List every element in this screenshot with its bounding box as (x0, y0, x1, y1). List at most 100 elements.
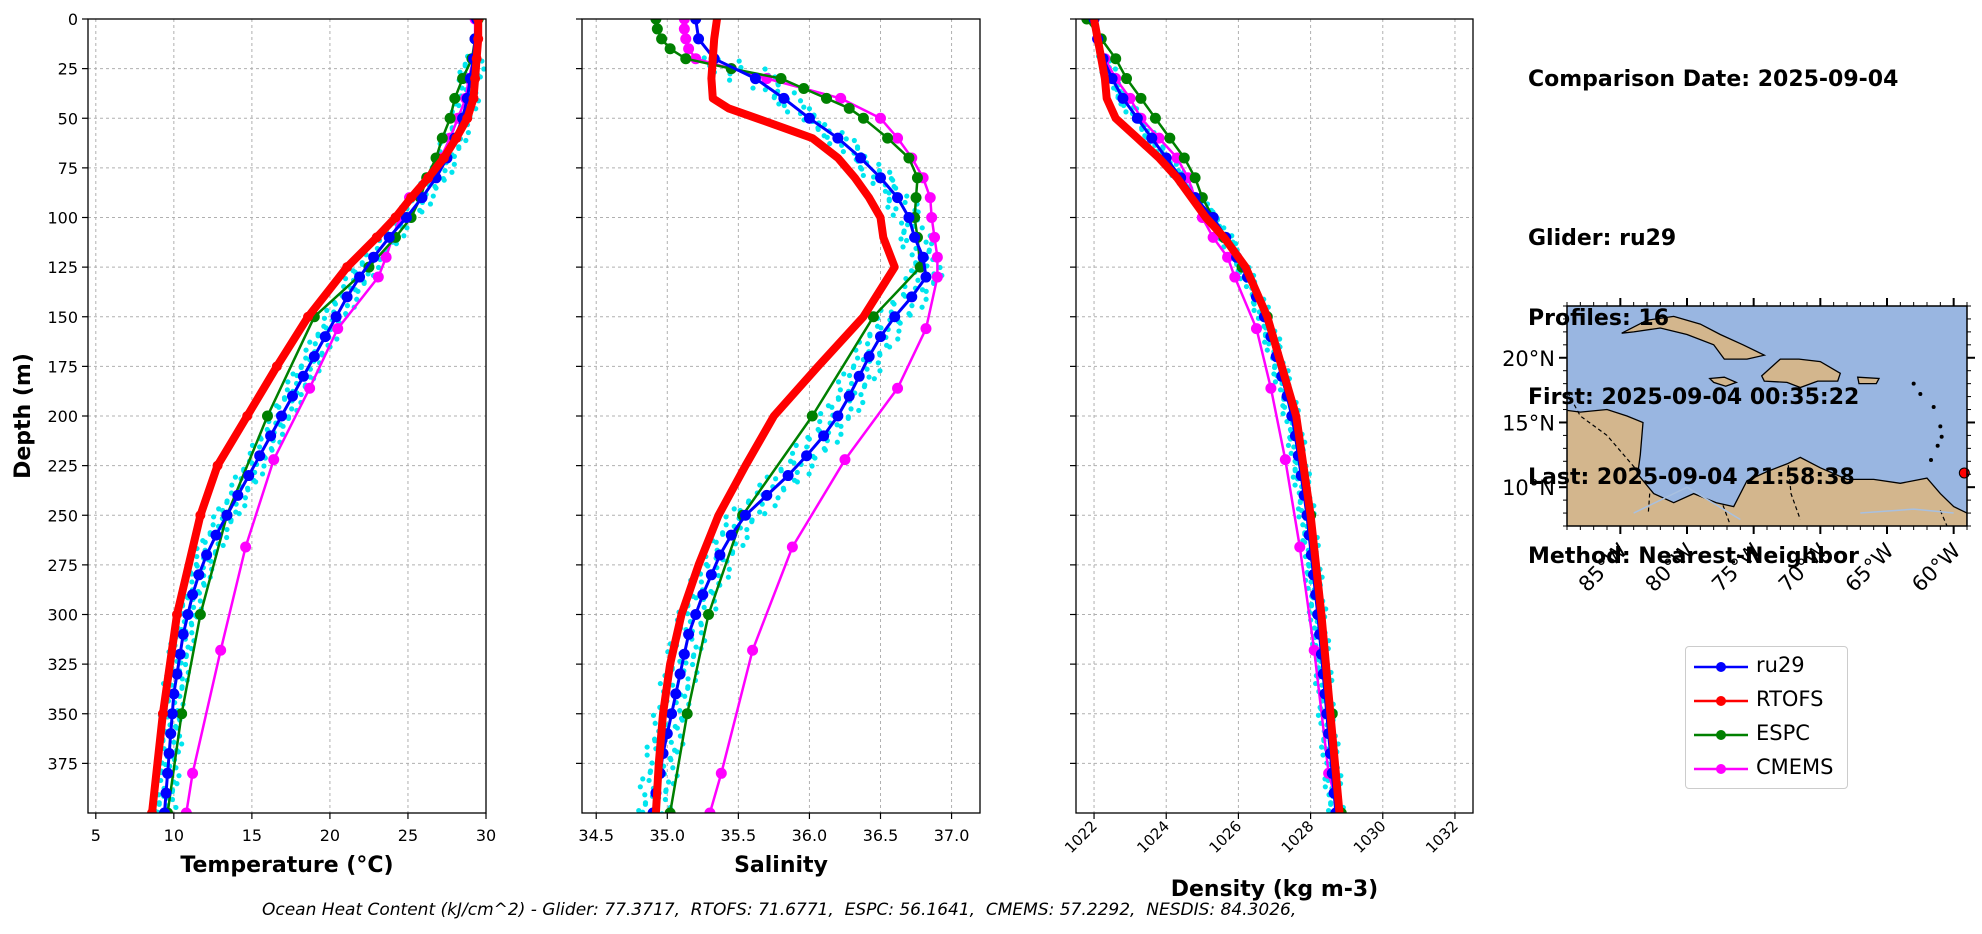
series-point-ru29 (400, 212, 412, 223)
series-point-rtofs (462, 113, 473, 124)
series-point-cmems (683, 43, 695, 55)
y-tick-label: 125 (47, 258, 78, 277)
glider-profile-point (1284, 418, 1290, 425)
glider-profile-point (698, 622, 704, 628)
series-point-ru29 (171, 668, 183, 680)
series-point-ru29 (690, 19, 702, 25)
series-point-ru29 (832, 410, 844, 422)
glider-profile-point (871, 376, 877, 382)
glider-profile-point (269, 447, 275, 453)
panel-2: 34.5 35.0 35.5 36.0 36.5 37.0 Salinity (576, 18, 981, 878)
glider-profile-point (890, 177, 896, 183)
glider-profile-point (236, 511, 242, 517)
glider-profile-point (202, 539, 208, 545)
series-point-espc (1121, 73, 1133, 85)
series-point-rtofs (271, 361, 282, 372)
series-point-cmems (875, 112, 886, 124)
series-point-cmems (1222, 251, 1234, 263)
glider-profile-point (915, 277, 921, 283)
glider-profile-point (156, 801, 162, 807)
glider-profile-point (886, 198, 892, 204)
glider-profile-point (642, 792, 648, 798)
y-tick-label: 0 (68, 10, 78, 29)
glider-profile-point (845, 415, 851, 421)
glider-profile-point (854, 355, 861, 361)
series-point-espc (1178, 152, 1190, 164)
series-point-cmems (372, 271, 384, 283)
series-point-ru29 (341, 291, 353, 303)
series-point-espc (910, 192, 922, 204)
series-point-ru29 (875, 172, 886, 184)
series-point-cmems (786, 541, 798, 553)
x-tick-label: 5 (91, 826, 101, 845)
series-point-ru29 (162, 767, 174, 779)
glider-profile-point (427, 201, 434, 207)
glider-profile-point (649, 760, 655, 766)
glider-profile-point (1292, 468, 1298, 474)
glider-profile-point (1290, 474, 1296, 480)
map-island (1935, 443, 1940, 448)
series-line-rtofs (1090, 19, 1344, 813)
glider-profile-point (923, 296, 929, 302)
series-point-espc (820, 92, 832, 104)
series-point-ru29 (1131, 112, 1143, 124)
glider-profile-point (276, 404, 282, 410)
map-lon-label: 60°W (1907, 538, 1965, 596)
legend-item-espc: ESPC (1686, 717, 1846, 751)
glider-profile-point (757, 482, 763, 488)
series-point-espc (1164, 132, 1176, 144)
glider-profile-point (841, 371, 847, 377)
series-point-cmems (1279, 454, 1291, 466)
glider-profile-point (909, 303, 915, 309)
glider-profile-point (332, 301, 339, 307)
x-tick-label: 25 (398, 826, 418, 845)
glider-profile-point (208, 558, 214, 564)
glider-profile-point (720, 531, 726, 537)
glider-profile-point (189, 579, 195, 585)
glider-profile-point (1292, 482, 1298, 488)
glider-profile-point (674, 749, 680, 755)
y-tick-label: 100 (47, 209, 78, 228)
x-tick-label: 35.0 (649, 826, 685, 845)
series-point-espc (1149, 112, 1161, 124)
glider-profile-point (781, 102, 787, 109)
x-axis-label: Temperature (°C) (180, 853, 393, 878)
glider-profile-point (1281, 404, 1288, 410)
map-island (1929, 458, 1933, 462)
glider-profile-point (772, 503, 778, 509)
series-point-ru29 (254, 450, 266, 462)
glider-profile-point (791, 90, 797, 96)
y-tick-label: 175 (47, 357, 78, 376)
series-point-cmems (835, 92, 847, 104)
series-point-ru29 (832, 132, 844, 144)
series-point-rtofs (371, 232, 382, 243)
series-point-rtofs (195, 510, 206, 521)
glider-profile-point (875, 360, 881, 366)
glider-profile-point (285, 379, 291, 385)
series-point-cmems (680, 33, 692, 45)
series-point-ru29 (368, 251, 380, 263)
glider-profile-point (723, 522, 729, 528)
glider-profile-point (375, 264, 382, 271)
glider-profile-point (640, 776, 646, 782)
glider-profile-point (713, 539, 719, 545)
map-border-ca (1567, 389, 1641, 475)
series-point-espc (651, 23, 663, 35)
series-point-ru29 (749, 73, 761, 85)
glider-profile-point (289, 406, 295, 412)
series-point-cmems (747, 644, 759, 656)
series-point-espc (903, 152, 915, 164)
glider-profile-point (1262, 339, 1268, 345)
series-point-cmems (920, 323, 932, 335)
series-point-ru29 (666, 708, 678, 720)
series-point-ru29 (330, 311, 342, 323)
panel-3: 1022 1024 1026 1028 1030 1032 Density (kg m-3) (1061, 18, 1474, 902)
glider-profile-point (344, 303, 351, 309)
glider-profile-point (179, 685, 185, 691)
glider-profile-point (646, 777, 652, 784)
glider-profile-point (757, 509, 763, 515)
glider-profile-point (896, 328, 902, 334)
glider-profile-point (682, 693, 688, 699)
glider-profile-point (307, 339, 313, 345)
legend-item-ru29: ru29 (1686, 649, 1846, 683)
